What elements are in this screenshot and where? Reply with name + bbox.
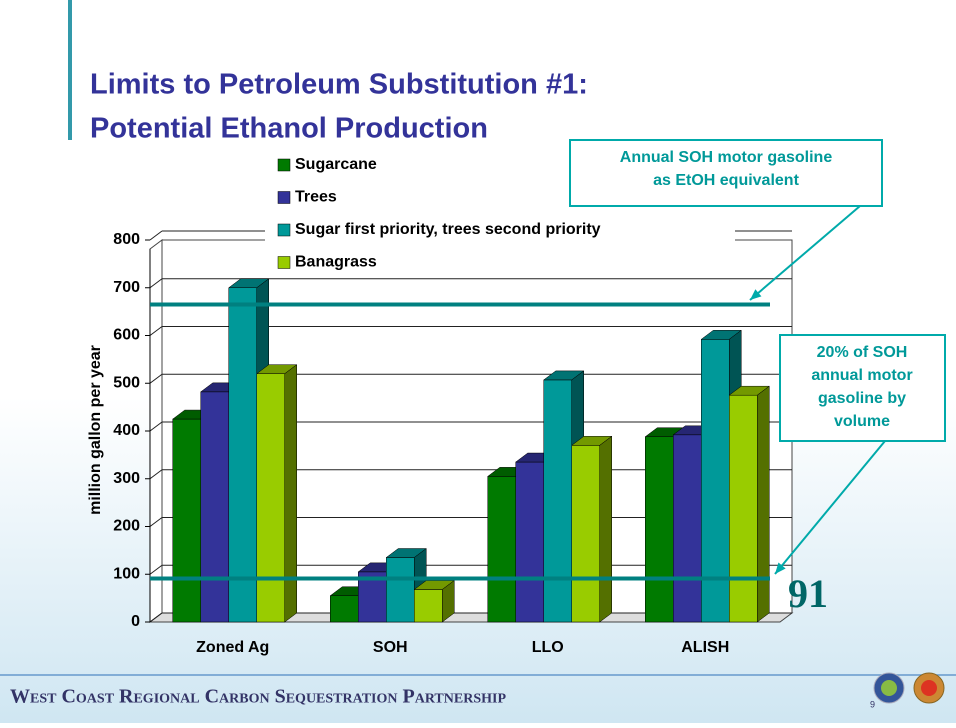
bar-side: [284, 364, 297, 623]
grid-line: [149, 326, 163, 336]
legend-label: Sugarcane: [295, 156, 377, 173]
logo: [921, 680, 937, 696]
bar: [414, 589, 443, 623]
callout-arrow: [774, 440, 886, 575]
bar: [386, 557, 415, 623]
bar: [330, 595, 359, 623]
callout-box: [569, 139, 883, 207]
bar: [228, 287, 257, 623]
title-line: Potential Ethanol Production: [90, 113, 488, 145]
y-tick-label: 600: [113, 327, 140, 344]
callout-box: [779, 334, 946, 442]
y-axis-label: million gallon per year: [87, 345, 104, 515]
bar: [729, 394, 758, 623]
y-tick-label: 100: [113, 565, 140, 582]
bar: [571, 445, 600, 623]
page-number: 9: [870, 699, 875, 709]
y-tick-label: 800: [113, 231, 140, 248]
callout-text: Annual SOH motor gasoline: [620, 149, 833, 166]
callout-text: as EtOH equivalent: [653, 172, 799, 189]
bar-side: [599, 435, 612, 623]
x-tick-label: Zoned Ag: [196, 639, 269, 656]
reference-label: 91: [788, 571, 828, 616]
legend-label: Sugar first priority, trees second prior…: [295, 221, 601, 238]
grid-line: [149, 230, 163, 241]
callout-text: gasoline by: [818, 390, 906, 407]
legend-swatch: [277, 191, 291, 204]
x-tick-label: ALISH: [681, 639, 729, 656]
arrow-head: [750, 289, 762, 300]
bar-side: [442, 580, 455, 623]
legend-swatch: [277, 256, 291, 269]
bar: [515, 461, 544, 623]
bar: [256, 373, 285, 623]
grid-line: [149, 612, 163, 623]
bar: [200, 391, 229, 623]
accent-bar: [68, 0, 72, 140]
bar: [645, 436, 674, 623]
legend-swatch: [277, 158, 291, 172]
callout-text: 20% of SOH: [817, 344, 908, 361]
x-tick-label: SOH: [373, 639, 408, 656]
back-wall: [149, 239, 163, 623]
grid-line: [149, 564, 163, 575]
legend-swatch: [277, 223, 291, 237]
legend-label: Trees: [295, 189, 337, 206]
grid-line: [149, 469, 163, 480]
bar: [172, 418, 201, 623]
grid-line: [149, 373, 163, 384]
y-tick-label: 200: [113, 518, 140, 535]
x-tick-label: LLO: [532, 639, 564, 656]
callout-arrow: [749, 205, 861, 301]
callout-text: annual motor: [811, 367, 912, 384]
arrow-head: [775, 562, 786, 574]
logo: [881, 680, 897, 696]
bar: [543, 379, 572, 623]
bar: [487, 476, 516, 623]
y-tick-label: 300: [113, 470, 140, 487]
grid-line: [149, 278, 163, 289]
callout-text: volume: [834, 413, 890, 430]
bar: [701, 339, 730, 623]
y-tick-label: 700: [113, 279, 140, 296]
grid-line: [149, 421, 163, 432]
y-tick-label: 0: [131, 613, 140, 630]
grid-line: [149, 517, 163, 527]
y-tick-label: 500: [113, 374, 140, 391]
footer-text: West Coast Regional Carbon Sequestration…: [10, 686, 506, 708]
y-tick-label: 400: [113, 422, 140, 439]
legend-label: Banagrass: [295, 254, 377, 271]
bar: [673, 434, 702, 623]
bar-side: [757, 385, 770, 623]
title-line: Limits to Petroleum Substitution #1:: [90, 69, 588, 101]
